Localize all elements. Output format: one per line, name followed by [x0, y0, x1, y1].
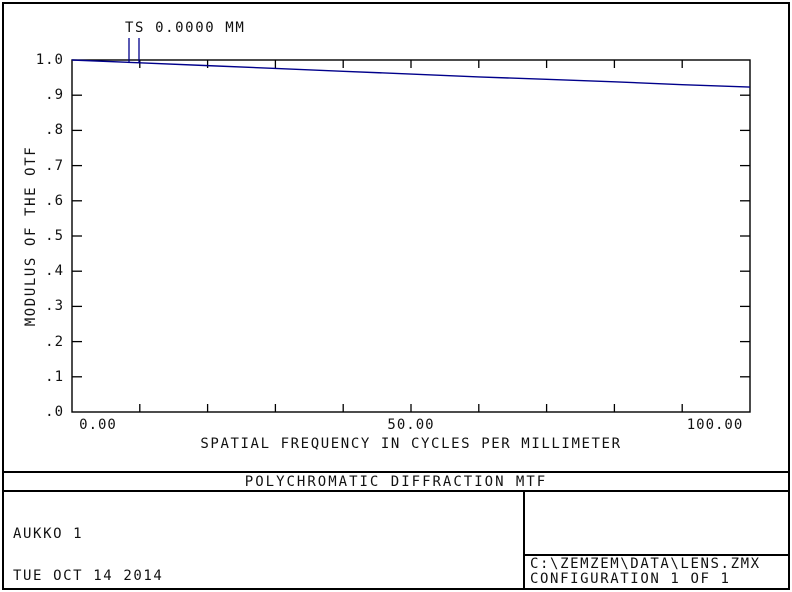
legend-label: TS 0.0000 MM	[125, 20, 246, 36]
y-tick-label: .0	[45, 404, 64, 420]
y-tick-label: .2	[45, 333, 64, 350]
y-tick-label: .9	[45, 87, 64, 104]
x-tick-label: 100.00	[686, 417, 744, 433]
date-line: TUE OCT 14 2014	[13, 568, 164, 584]
x-tick-label: 50.00	[387, 417, 435, 433]
y-tick-label: .3	[45, 298, 64, 315]
x-axis-title: SPATIAL FREQUENCY IN CYCLES PER MILLIMET…	[200, 436, 622, 452]
y-tick-label: .8	[45, 122, 64, 139]
y-tick-label: .5	[45, 228, 64, 244]
footer-right-cell-divider	[523, 554, 788, 556]
y-tick-label: .1	[45, 368, 64, 385]
mtf-chart-canvas	[71, 38, 751, 413]
lens-title: AUKKO 1	[13, 526, 84, 542]
mtf-curve	[71, 59, 751, 88]
y-tick-label: 1.0	[35, 52, 64, 68]
plot-frame	[71, 59, 751, 413]
y-tick-label: .7	[45, 157, 64, 174]
y-tick-label: .6	[45, 192, 64, 209]
lens-info-block: AUKKO 1 TUE OCT 14 2014 DATA FOR 0.4861 …	[13, 499, 354, 592]
footer-vertical-divider	[523, 492, 525, 588]
lens-file-path: C:\ZEMZEM\DATA\LENS.ZMX	[530, 556, 761, 572]
configuration-label: CONFIGURATION 1 OF 1	[530, 571, 731, 587]
y-tick-label: .4	[45, 263, 64, 280]
title-band-top-rule	[4, 471, 788, 473]
title-band-bottom-rule	[4, 490, 788, 492]
x-tick-label: 0.00	[79, 417, 117, 433]
chart-title: POLYCHROMATIC DIFFRACTION MTF	[244, 474, 548, 490]
